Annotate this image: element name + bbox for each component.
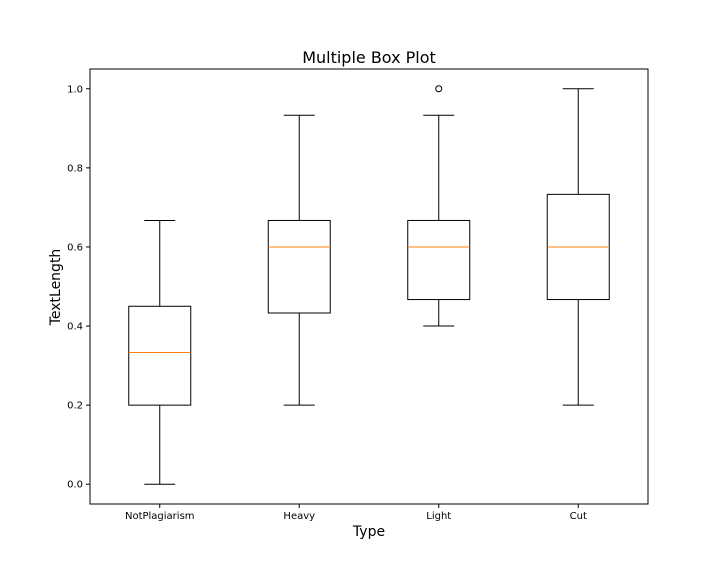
x-axis-ticks: NotPlagiarism Heavy Light Cut (125, 504, 587, 522)
x-axis-label: Type (352, 524, 385, 540)
y-axis-ticks: 0.0 0.2 0.4 0.6 0.8 1.0 (67, 84, 90, 491)
x-tick-label: Heavy (283, 511, 315, 522)
y-tick-label: 1.0 (67, 84, 83, 95)
box-notplagiarism (128, 219, 192, 485)
x-tick-label: NotPlagiarism (125, 511, 195, 522)
y-axis-label: TextLength (48, 249, 64, 327)
x-tick-label: Cut (570, 511, 587, 522)
box-light (407, 85, 471, 327)
box-cut (546, 88, 610, 406)
box-heavy (267, 114, 331, 406)
y-tick-label: 0.0 (67, 480, 83, 491)
box-series (128, 85, 610, 485)
iqr-box (407, 219, 471, 301)
iqr-box (128, 305, 192, 406)
chart-title: Multiple Box Plot (302, 48, 436, 67)
outlier-point (435, 85, 443, 93)
y-tick-label: 0.8 (67, 163, 83, 174)
x-tick-label: Light (426, 511, 451, 522)
plot-area (89, 68, 649, 505)
y-tick-label: 0.4 (67, 322, 83, 333)
y-tick-label: 0.2 (67, 401, 83, 412)
y-tick-label: 0.6 (67, 242, 83, 253)
iqr-box (267, 219, 331, 314)
